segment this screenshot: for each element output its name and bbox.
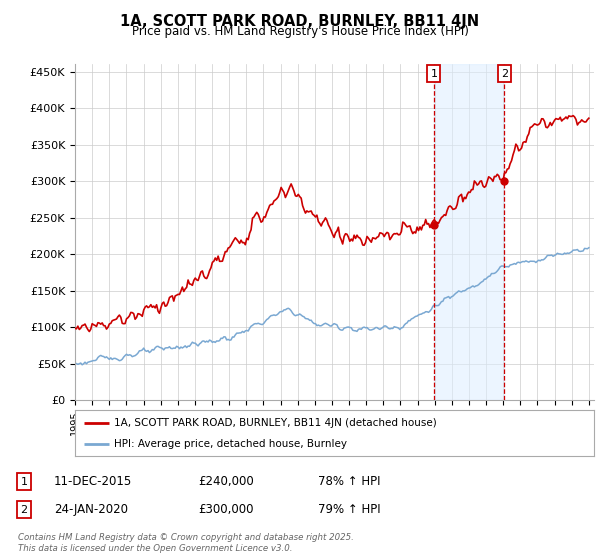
Text: 1A, SCOTT PARK ROAD, BURNLEY, BB11 4JN: 1A, SCOTT PARK ROAD, BURNLEY, BB11 4JN: [121, 14, 479, 29]
Text: 11-DEC-2015: 11-DEC-2015: [54, 475, 132, 488]
Text: £300,000: £300,000: [198, 503, 254, 516]
Text: 1: 1: [430, 68, 437, 78]
Text: 2: 2: [501, 68, 508, 78]
Text: 79% ↑ HPI: 79% ↑ HPI: [318, 503, 380, 516]
Text: 2: 2: [20, 505, 28, 515]
Text: HPI: Average price, detached house, Burnley: HPI: Average price, detached house, Burn…: [114, 439, 347, 449]
Text: Price paid vs. HM Land Registry's House Price Index (HPI): Price paid vs. HM Land Registry's House …: [131, 25, 469, 38]
Text: £240,000: £240,000: [198, 475, 254, 488]
Text: Contains HM Land Registry data © Crown copyright and database right 2025.
This d: Contains HM Land Registry data © Crown c…: [18, 533, 354, 553]
Text: 1: 1: [20, 477, 28, 487]
Bar: [434, 64, 505, 400]
Text: 78% ↑ HPI: 78% ↑ HPI: [318, 475, 380, 488]
Text: 1A, SCOTT PARK ROAD, BURNLEY, BB11 4JN (detached house): 1A, SCOTT PARK ROAD, BURNLEY, BB11 4JN (…: [114, 418, 437, 428]
Text: 24-JAN-2020: 24-JAN-2020: [54, 503, 128, 516]
